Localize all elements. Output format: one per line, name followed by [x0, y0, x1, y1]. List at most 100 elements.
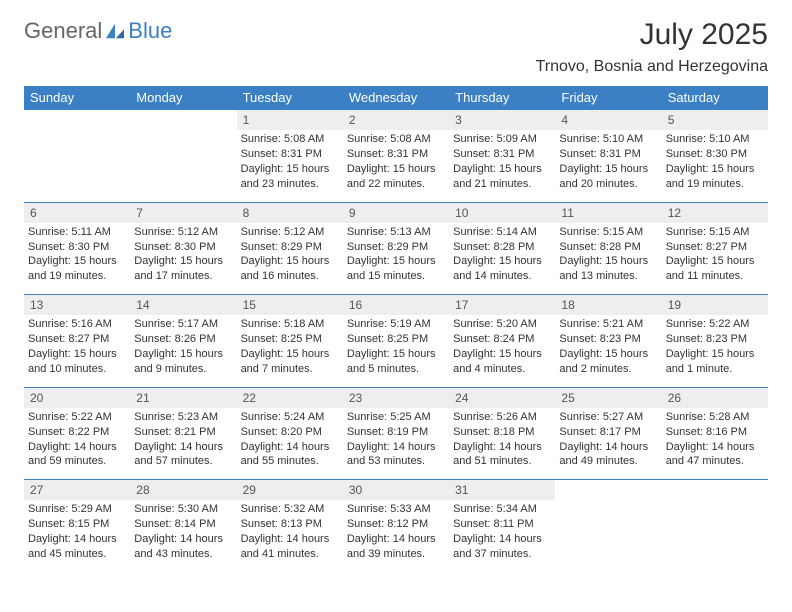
day-detail-line: Sunrise: 5:14 AM	[453, 225, 551, 240]
day-number: 1	[237, 110, 343, 131]
day-number: 25	[555, 387, 661, 408]
day-detail-line: Sunset: 8:29 PM	[347, 240, 445, 255]
day-cell: Sunrise: 5:29 AMSunset: 8:15 PMDaylight:…	[24, 500, 130, 571]
day-cell: Sunrise: 5:14 AMSunset: 8:28 PMDaylight:…	[449, 223, 555, 295]
day-number: 23	[343, 387, 449, 408]
day-number-row: 6789101112	[24, 202, 768, 223]
day-detail-line: Sunrise: 5:16 AM	[28, 317, 126, 332]
day-detail-line: Sunrise: 5:10 AM	[666, 132, 764, 147]
day-detail-line: Sunrise: 5:10 AM	[559, 132, 657, 147]
day-cell: Sunrise: 5:27 AMSunset: 8:17 PMDaylight:…	[555, 408, 661, 480]
day-detail-line: Sunrise: 5:13 AM	[347, 225, 445, 240]
day-detail-line: Daylight: 14 hours	[28, 440, 126, 455]
day-cell: Sunrise: 5:19 AMSunset: 8:25 PMDaylight:…	[343, 315, 449, 387]
day-detail-line: Daylight: 14 hours	[28, 532, 126, 547]
day-detail-line: and 17 minutes.	[134, 269, 232, 284]
day-number-row: 12345	[24, 110, 768, 131]
day-cell: Sunrise: 5:08 AMSunset: 8:31 PMDaylight:…	[343, 130, 449, 202]
day-detail-line: and 19 minutes.	[666, 177, 764, 192]
column-header: Sunday	[24, 86, 130, 110]
day-detail-line: and 47 minutes.	[666, 454, 764, 469]
day-detail-line: and 4 minutes.	[453, 362, 551, 377]
day-detail-line: Daylight: 14 hours	[134, 532, 232, 547]
day-detail-row: Sunrise: 5:16 AMSunset: 8:27 PM Daylight:…	[24, 315, 768, 387]
day-detail-line: Sunrise: 5:12 AM	[134, 225, 232, 240]
day-detail-line: and 43 minutes.	[134, 547, 232, 562]
day-detail-line: and 39 minutes.	[347, 547, 445, 562]
day-detail-line: Sunrise: 5:34 AM	[453, 502, 551, 517]
day-detail-line: and 57 minutes.	[134, 454, 232, 469]
logo-sail-icon	[104, 22, 126, 40]
day-detail-line: Daylight: 14 hours	[666, 440, 764, 455]
day-detail-line: Sunset: 8:14 PM	[134, 517, 232, 532]
day-detail-line: Daylight: 15 hours	[134, 347, 232, 362]
day-detail-line: Sunset: 8:11 PM	[453, 517, 551, 532]
day-detail-line: Sunset: 8:24 PM	[453, 332, 551, 347]
day-detail-line: Daylight: 15 hours	[134, 254, 232, 269]
day-cell: Sunrise: 5:23 AMSunset: 8:21 PMDaylight:…	[130, 408, 236, 480]
day-number: 5	[662, 110, 768, 131]
day-detail-line: and 14 minutes.	[453, 269, 551, 284]
day-detail-row: Sunrise: 5:29 AMSunset: 8:15 PMDaylight:…	[24, 500, 768, 571]
day-detail-line: and 19 minutes.	[28, 269, 126, 284]
day-detail-line: Sunrise: 5:21 AM	[559, 317, 657, 332]
day-detail-line: and 53 minutes.	[347, 454, 445, 469]
day-detail-line: Daylight: 15 hours	[347, 162, 445, 177]
day-number-row: 13141516171819	[24, 295, 768, 316]
day-detail-line: Daylight: 15 hours	[453, 347, 551, 362]
day-detail-line: Sunset: 8:27 PM	[28, 332, 126, 347]
day-cell: Sunrise: 5:09 AMSunset: 8:31 PMDaylight:…	[449, 130, 555, 202]
day-detail-line: and 55 minutes.	[241, 454, 339, 469]
day-detail-line: Sunrise: 5:20 AM	[453, 317, 551, 332]
day-number	[662, 480, 768, 501]
day-detail-line: Sunset: 8:13 PM	[241, 517, 339, 532]
day-cell: Sunrise: 5:18 AMSunset: 8:25 PMDaylight:…	[237, 315, 343, 387]
day-cell: Sunrise: 5:32 AMSunset: 8:13 PMDaylight:…	[237, 500, 343, 571]
day-detail-line: Sunset: 8:31 PM	[559, 147, 657, 162]
day-detail-line: Daylight: 14 hours	[453, 532, 551, 547]
column-header: Tuesday	[237, 86, 343, 110]
column-header: Friday	[555, 86, 661, 110]
day-detail-line: and 16 minutes.	[241, 269, 339, 284]
day-detail-line: Daylight: 15 hours	[241, 254, 339, 269]
day-number: 4	[555, 110, 661, 131]
day-detail-line: Sunset: 8:28 PM	[559, 240, 657, 255]
day-number: 26	[662, 387, 768, 408]
logo-word1: General	[24, 18, 102, 44]
day-cell: Sunrise: 5:16 AMSunset: 8:27 PMDaylight:…	[24, 315, 130, 387]
day-detail-line: Sunrise: 5:22 AM	[666, 317, 764, 332]
day-cell: Sunrise: 5:30 AMSunset: 8:14 PMDaylight:…	[130, 500, 236, 571]
day-detail-line: Sunrise: 5:25 AM	[347, 410, 445, 425]
day-cell: Sunrise: 5:33 AMSunset: 8:12 PMDaylight:…	[343, 500, 449, 571]
day-number: 15	[237, 295, 343, 316]
day-detail-line: Sunrise: 5:32 AM	[241, 502, 339, 517]
day-detail-row: Sunrise: 5:22 AMSunset: 8:22 PMDaylight:…	[24, 408, 768, 480]
day-detail-line: and 59 minutes.	[28, 454, 126, 469]
day-detail-line: Daylight: 15 hours	[559, 162, 657, 177]
day-cell: Sunrise: 5:10 AMSunset: 8:31 PMDaylight:…	[555, 130, 661, 202]
day-detail-line: Daylight: 14 hours	[347, 440, 445, 455]
day-detail-line: and 9 minutes.	[134, 362, 232, 377]
day-cell: Sunrise: 5:12 AMSunset: 8:30 PMDaylight:…	[130, 223, 236, 295]
day-detail-line: Sunrise: 5:09 AM	[453, 132, 551, 147]
day-detail-line: Daylight: 14 hours	[559, 440, 657, 455]
day-cell: Sunrise: 5:25 AMSunset: 8:19 PMDaylight:…	[343, 408, 449, 480]
day-detail-line: Daylight: 15 hours	[666, 162, 764, 177]
day-cell: Sunrise: 5:22 AMSunset: 8:23 PMDaylight:…	[662, 315, 768, 387]
day-detail-line: Sunset: 8:25 PM	[241, 332, 339, 347]
day-number: 6	[24, 202, 130, 223]
day-detail-line: Sunset: 8:30 PM	[28, 240, 126, 255]
day-cell: Sunrise: 5:12 AMSunset: 8:29 PMDaylight:…	[237, 223, 343, 295]
day-detail-line: Sunset: 8:29 PM	[241, 240, 339, 255]
day-detail-line: Sunrise: 5:26 AM	[453, 410, 551, 425]
day-detail-line: and 13 minutes.	[559, 269, 657, 284]
day-number: 10	[449, 202, 555, 223]
day-number: 31	[449, 480, 555, 501]
day-number: 8	[237, 202, 343, 223]
day-detail-line: Sunrise: 5:11 AM	[28, 225, 126, 240]
calendar-table: SundayMondayTuesdayWednesdayThursdayFrid…	[24, 86, 768, 572]
day-number: 21	[130, 387, 236, 408]
day-number: 13	[24, 295, 130, 316]
day-detail-line: Sunset: 8:17 PM	[559, 425, 657, 440]
day-detail-line: and 10 minutes.	[28, 362, 126, 377]
